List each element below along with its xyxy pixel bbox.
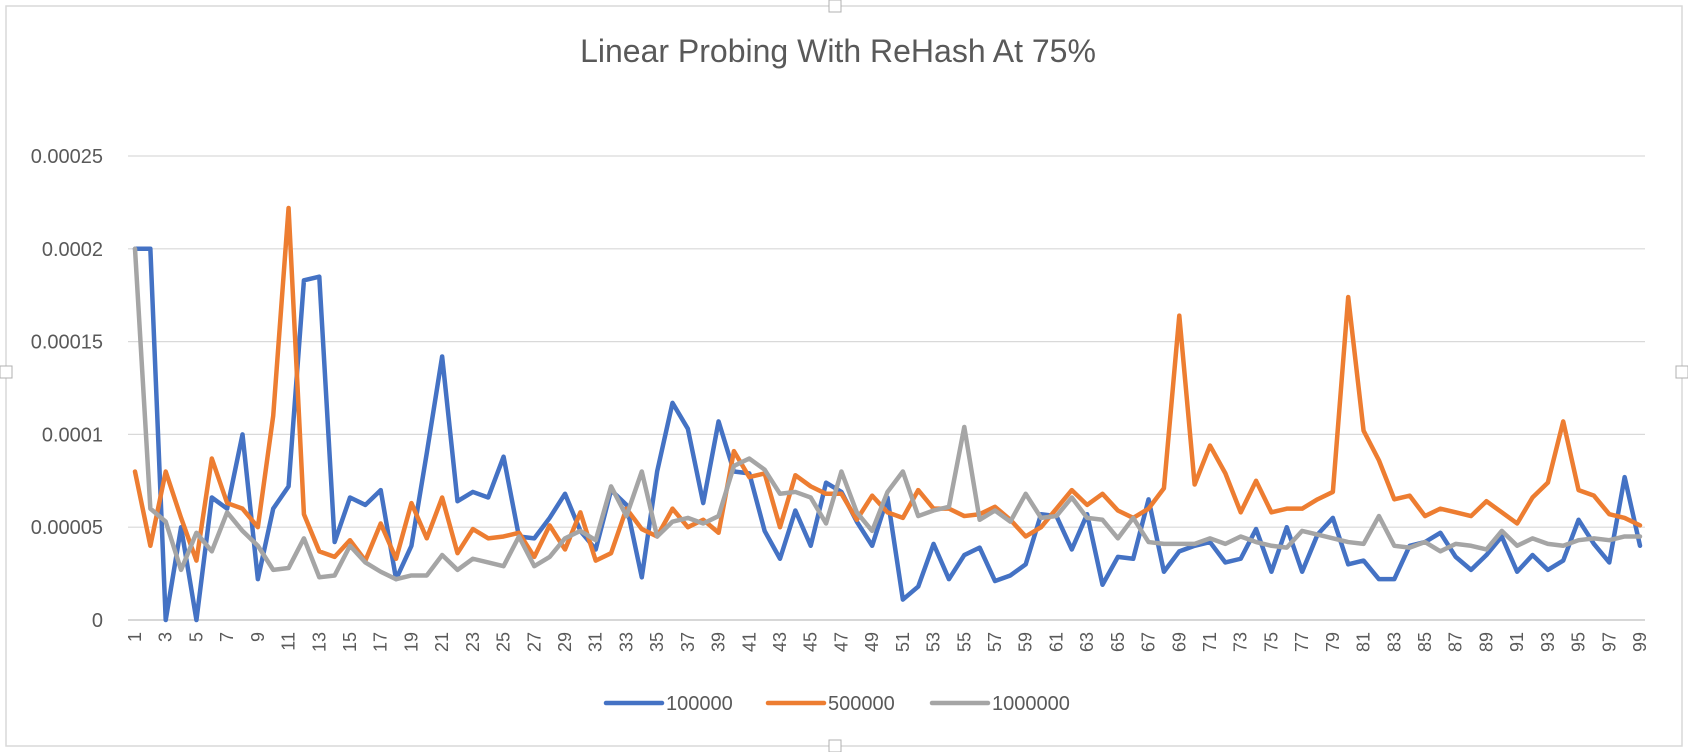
x-tick-label: 1 [125, 632, 145, 642]
x-tick-label: 69 [1169, 632, 1189, 652]
x-tick-label: 41 [739, 632, 759, 652]
y-tick-label: 0.00025 [31, 146, 103, 168]
x-tick-label: 79 [1323, 632, 1343, 652]
x-tick-label: 25 [494, 632, 514, 652]
y-axis-ticks: 0 0.00005 0.0001 0.00015 0.0002 0.00025 [31, 146, 103, 632]
chart-border [5, 5, 1683, 747]
y-tick-label: 0.00015 [31, 332, 103, 354]
x-tick-label: 51 [893, 632, 913, 652]
resize-handle-top[interactable] [828, 0, 842, 13]
x-tick-label: 29 [555, 632, 575, 652]
x-tick-label: 63 [1077, 632, 1097, 652]
x-tick-label: 31 [586, 632, 606, 652]
x-tick-label: 17 [371, 632, 391, 652]
x-tick-label: 39 [709, 632, 729, 652]
x-tick-label: 49 [862, 632, 882, 652]
series-line-500000 [132, 205, 1643, 563]
y-tick-label: 0.0001 [42, 424, 103, 446]
x-tick-label: 7 [217, 632, 237, 642]
x-tick-label: 83 [1384, 632, 1404, 652]
x-tick-label: 65 [1108, 632, 1128, 652]
x-tick-label: 73 [1231, 632, 1251, 652]
x-tick-label: 9 [248, 632, 268, 642]
x-tick-label: 43 [770, 632, 790, 652]
x-axis-ticks: 1 3 5 7 9 11 13 15 17 19 21 23 25 27 29 31 33 35 37 39 41 43 4… [125, 632, 1650, 652]
x-tick-label: 71 [1200, 632, 1220, 652]
x-tick-label: 99 [1630, 632, 1650, 652]
legend: 100000 500000 1000000 [603, 693, 1070, 715]
x-tick-label: 57 [985, 632, 1005, 652]
x-tick-label: 61 [1046, 632, 1066, 652]
resize-handle-right[interactable] [1675, 365, 1688, 379]
x-tick-label: 15 [340, 632, 360, 652]
x-tick-label: 97 [1599, 632, 1619, 652]
x-tick-label: 87 [1446, 632, 1466, 652]
y-tick-label: 0.0002 [42, 239, 103, 261]
x-tick-label: 53 [924, 632, 944, 652]
x-tick-label: 91 [1507, 632, 1527, 652]
x-tick-label: 89 [1476, 632, 1496, 652]
x-tick-label: 13 [309, 632, 329, 652]
legend-label-500000: 500000 [828, 693, 895, 715]
x-tick-label: 95 [1569, 632, 1589, 652]
x-tick-label: 67 [1139, 632, 1159, 652]
legend-label-100000: 100000 [666, 693, 733, 715]
x-tick-label: 37 [678, 632, 698, 652]
y-tick-label: 0.00005 [31, 517, 103, 539]
x-tick-label: 85 [1415, 632, 1435, 652]
x-tick-label: 81 [1354, 632, 1374, 652]
x-tick-label: 3 [156, 632, 176, 642]
x-tick-label: 45 [801, 632, 821, 652]
series-line-1000000 [132, 246, 1643, 582]
x-tick-label: 75 [1261, 632, 1281, 652]
x-tick-label: 23 [463, 632, 483, 652]
x-tick-label: 35 [647, 632, 667, 652]
y-tick-label: 0 [92, 610, 103, 632]
x-tick-label: 55 [954, 632, 974, 652]
x-tick-label: 11 [279, 632, 299, 651]
x-tick-label: 77 [1292, 632, 1312, 652]
legend-label-1000000: 1000000 [992, 693, 1070, 715]
x-tick-label: 59 [1016, 632, 1036, 652]
x-tick-label: 5 [186, 632, 206, 642]
chart-title: Linear Probing With ReHash At 75% [580, 33, 1096, 69]
resize-handle-bottom[interactable] [828, 739, 842, 752]
x-tick-label: 19 [401, 632, 421, 652]
series-lines [132, 205, 1643, 623]
x-tick-label: 33 [616, 632, 636, 652]
x-tick-label: 27 [524, 632, 544, 652]
x-tick-label: 47 [831, 632, 851, 652]
resize-handle-left[interactable] [0, 365, 13, 379]
x-tick-label: 93 [1538, 632, 1558, 652]
x-tick-label: 21 [432, 632, 452, 652]
